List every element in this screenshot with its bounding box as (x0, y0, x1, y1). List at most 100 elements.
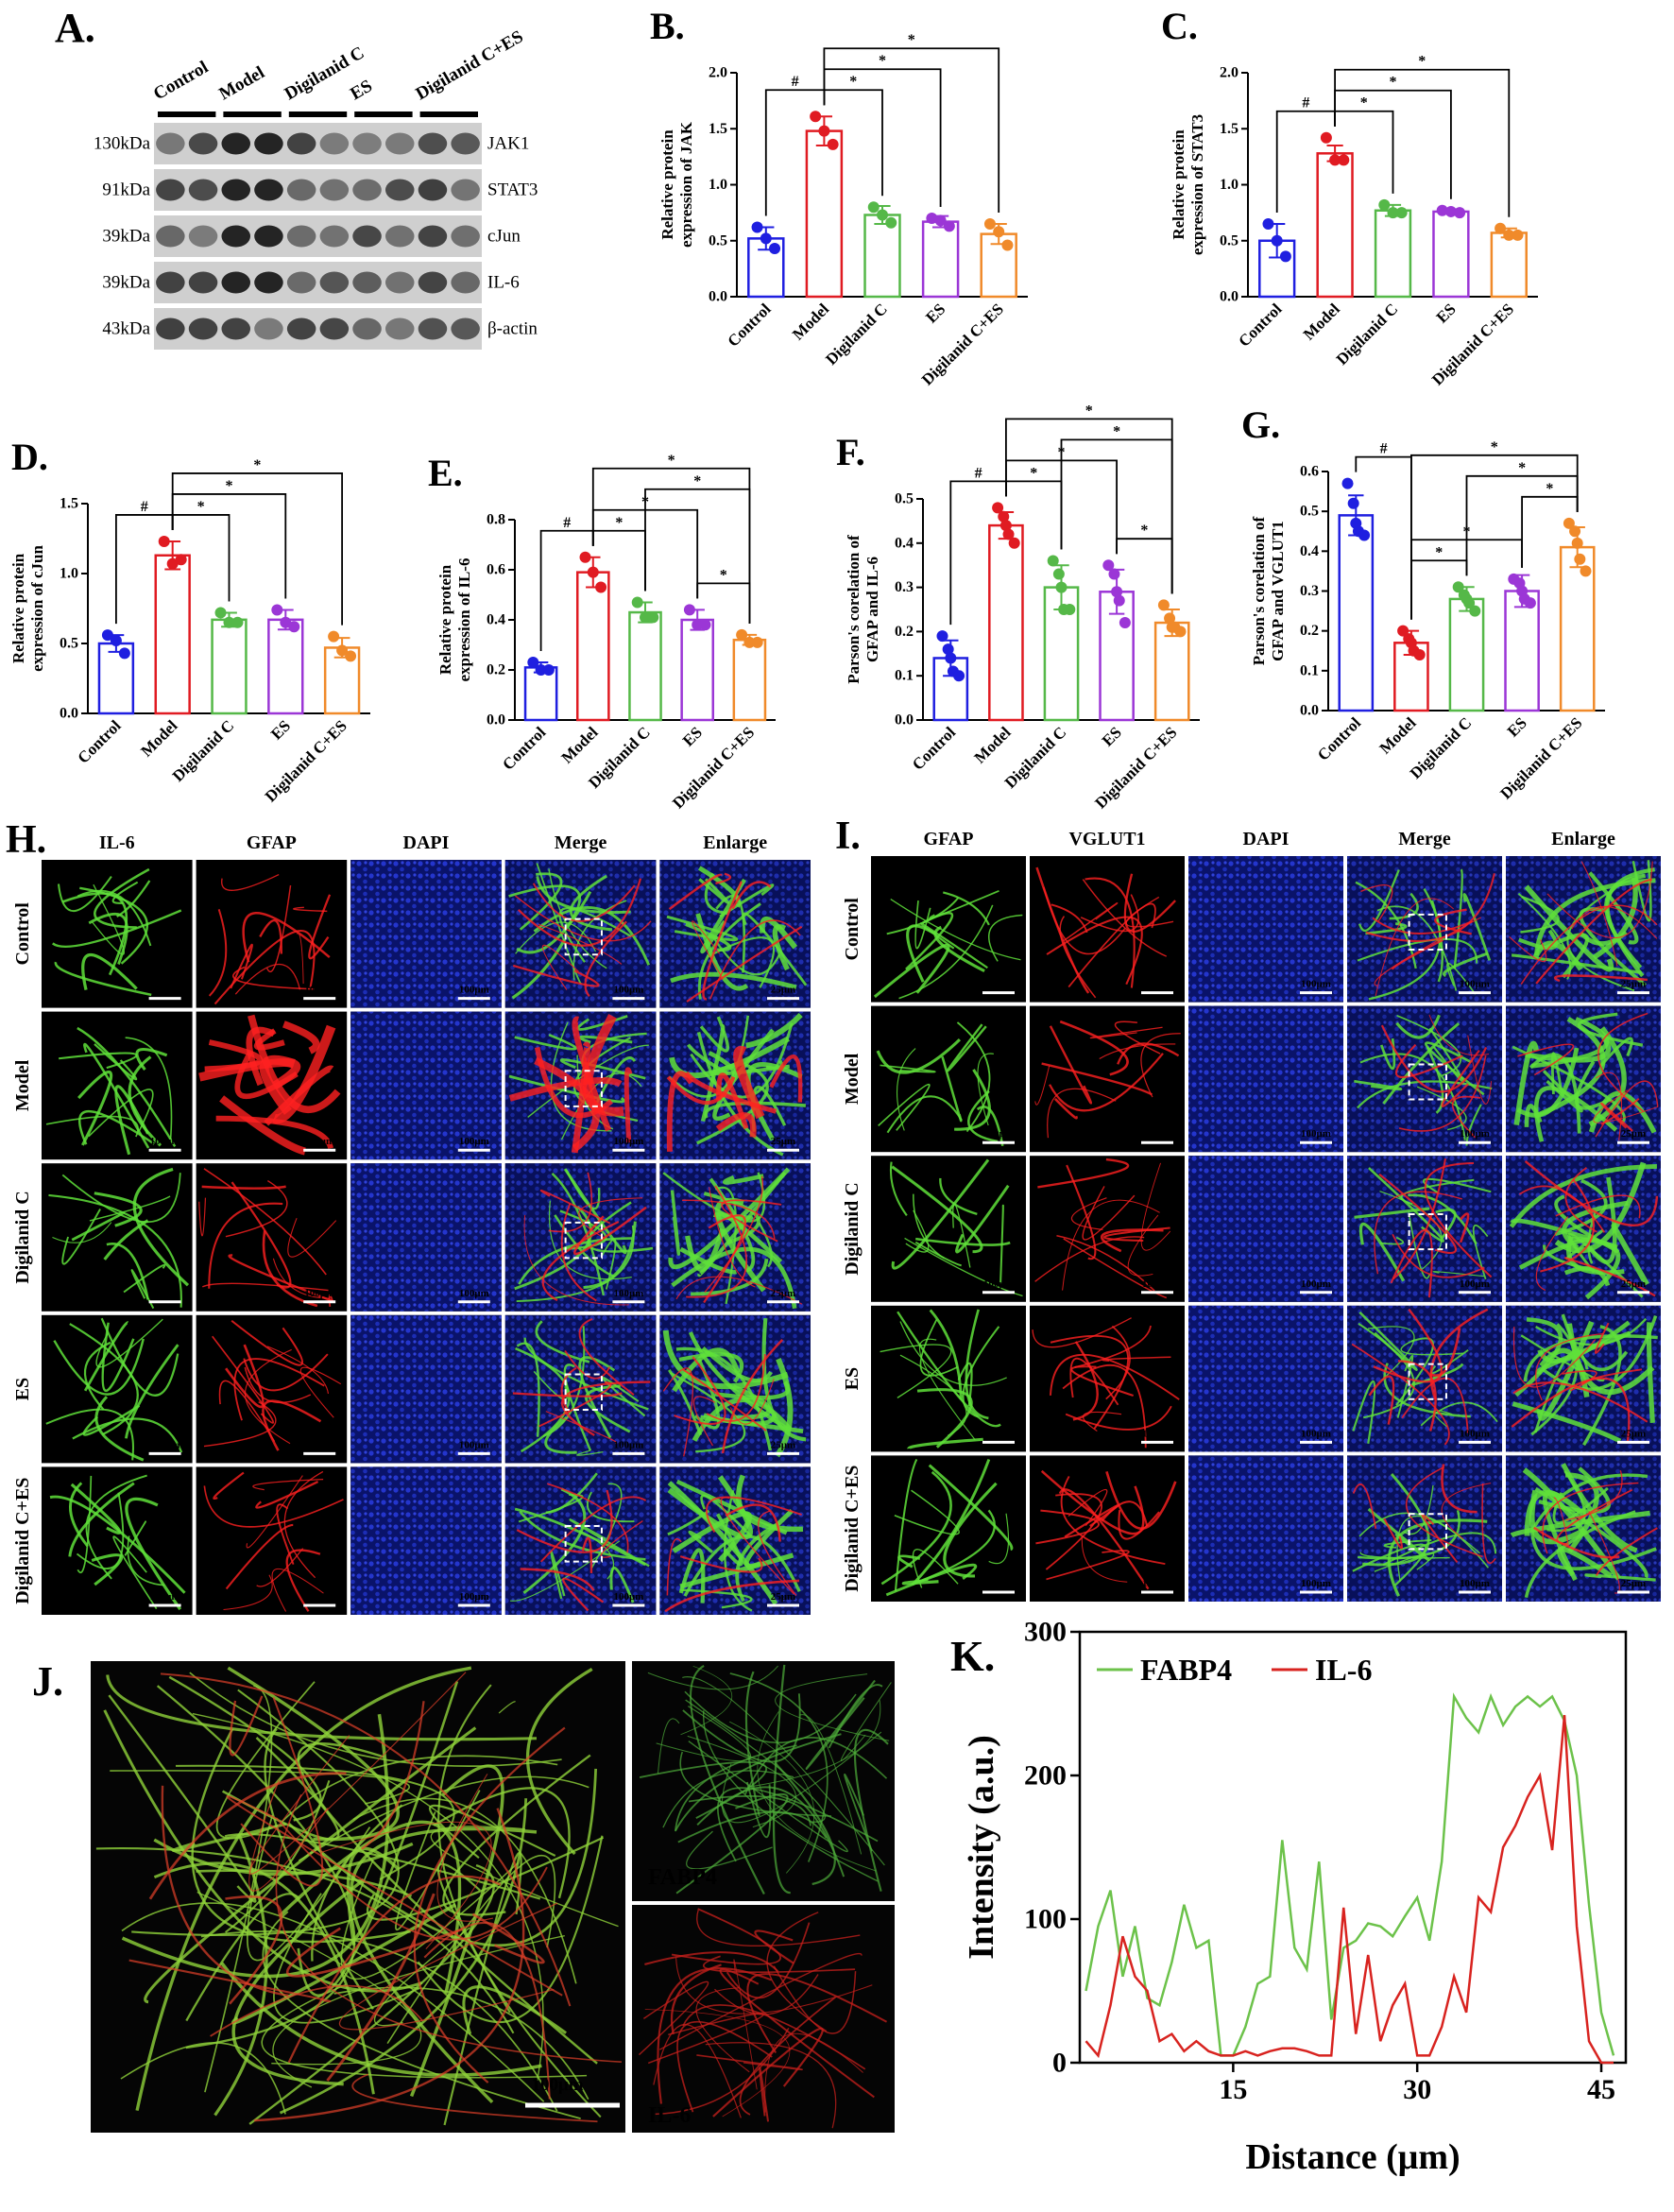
fluorescence-signal (94, 1192, 143, 1227)
fluorescence-signal (1467, 1035, 1492, 1105)
significance-label: # (1380, 441, 1388, 457)
fluorescence-signal (688, 1331, 790, 1432)
fluorescence-signal (1358, 1222, 1406, 1282)
fluorescence-signal (1566, 1323, 1655, 1396)
row-label: Digilanid C (12, 1191, 33, 1283)
fluorescence-signal (933, 925, 985, 973)
fluorescence-signal (956, 1021, 991, 1133)
fluorescence-signal (585, 1384, 631, 1433)
legend-label: IL-6 (1315, 1653, 1372, 1687)
scale-bar-label: 100μm (304, 1439, 334, 1450)
fluorescence-signal (328, 1294, 333, 1307)
fluorescence-signal (1587, 1176, 1617, 1264)
fluorescence-signal (569, 1518, 650, 1568)
data-point (542, 664, 555, 676)
fluorescence-signal (1411, 1363, 1464, 1386)
x-tick-label: Control (1314, 713, 1364, 763)
bar (1448, 597, 1485, 712)
fluorescence-signal (423, 1921, 551, 2100)
panel-label: H. (6, 818, 46, 862)
scale-bar-label: 100μm (459, 1288, 489, 1299)
data-point (926, 213, 938, 225)
data-point (345, 650, 357, 662)
fluorescence-signal (1140, 1162, 1171, 1251)
fluorescence-signal (1383, 1518, 1403, 1550)
fluorescence-signal (1541, 1314, 1658, 1391)
data-point (1002, 528, 1015, 540)
fluorescence-signal (1070, 1197, 1107, 1230)
fluorescence-signal (713, 1211, 783, 1264)
fluorescence-signal (255, 1481, 319, 1509)
fluorescence-signal (1358, 869, 1400, 933)
fluorescence-signal (1365, 873, 1495, 942)
blot-band (319, 132, 350, 155)
significance-bracket (696, 582, 751, 624)
row-label: Model (12, 1059, 33, 1111)
data-point (535, 664, 547, 676)
fluorescence-signal (204, 1039, 264, 1072)
blot-band (319, 225, 350, 248)
fluorescence-signal (283, 1470, 324, 1579)
y-tick-label: 1.0 (709, 177, 727, 193)
fluorescence-signal (1051, 903, 1088, 934)
y-axis-label: expression of JAK (677, 121, 695, 248)
fluorescence-signal (1354, 1207, 1430, 1219)
scale-bar-label: 100μm (1142, 1278, 1172, 1290)
fluorescence-signal (201, 1185, 286, 1190)
fluorescence-signal (1524, 1159, 1659, 1227)
fluorescence-signal (1049, 1053, 1164, 1112)
data-point (1102, 559, 1115, 572)
y-axis-label: Relative protein (658, 129, 676, 240)
fluorescence-signal (1561, 1463, 1638, 1553)
x-tick-label: ES (1433, 300, 1460, 326)
y-tick-label: 0.2 (895, 624, 914, 640)
fluorescence-signal (287, 1217, 337, 1258)
fluorescence-signal (123, 1263, 166, 1294)
fluorescence-signal (248, 1672, 467, 1875)
fluorescence-signal (729, 1721, 815, 1874)
fluorescence-signal (508, 884, 582, 927)
fluorescence-signal (285, 1549, 321, 1612)
fluorescence-signal (726, 1922, 811, 1999)
fluorescence-signal (1062, 1199, 1160, 1291)
fluorescence-signal (219, 1095, 306, 1156)
scale-bar-label: 100μm (150, 1136, 180, 1147)
fluorescence-signal (106, 1674, 538, 1741)
fluorescence-signal (889, 1161, 908, 1216)
fluorescence-signal (293, 906, 328, 913)
data-point (945, 652, 957, 664)
fluorescence-signal (82, 1404, 141, 1436)
fluorescence-signal (1382, 1021, 1460, 1105)
bar (1490, 231, 1528, 299)
fluorescence-signal (1579, 930, 1628, 946)
y-axis-label: Relative protein (1170, 129, 1187, 240)
blot-band (221, 179, 251, 201)
blot-band (418, 132, 448, 155)
fluorescence-signal (1535, 878, 1652, 985)
fluorescence-signal (686, 1830, 773, 1870)
data-point (527, 657, 539, 669)
fluorescence-signal (688, 1530, 714, 1553)
x-tick-label: Model (137, 716, 180, 760)
y-tick-label: 300 (1024, 1617, 1067, 1648)
fluorescence-signal (576, 1449, 604, 1456)
x-tick-label: Model (789, 300, 832, 343)
fluorescence-signal (1529, 1489, 1586, 1545)
x-tick-label: Model (1300, 300, 1343, 343)
fluorescence-signal (125, 1497, 182, 1611)
blot-band (352, 317, 382, 340)
fluorescence-signal (69, 1323, 139, 1436)
fluorescence-signal (1063, 902, 1119, 942)
blot-band (319, 179, 350, 201)
roi-box (1408, 1363, 1447, 1400)
fluorescence-signal (144, 1726, 477, 2004)
blot-band (156, 132, 185, 155)
significance-label: * (253, 457, 261, 473)
fluorescence-signal (1416, 1086, 1467, 1131)
data-point (1444, 205, 1457, 217)
scale-bar-label: 25μm (771, 985, 795, 996)
fluorescence-signal (644, 2009, 791, 2118)
scale-bar-label: 100μm (983, 1278, 1014, 1290)
blot-band (352, 271, 382, 294)
fluorescence-signal (1375, 898, 1455, 997)
